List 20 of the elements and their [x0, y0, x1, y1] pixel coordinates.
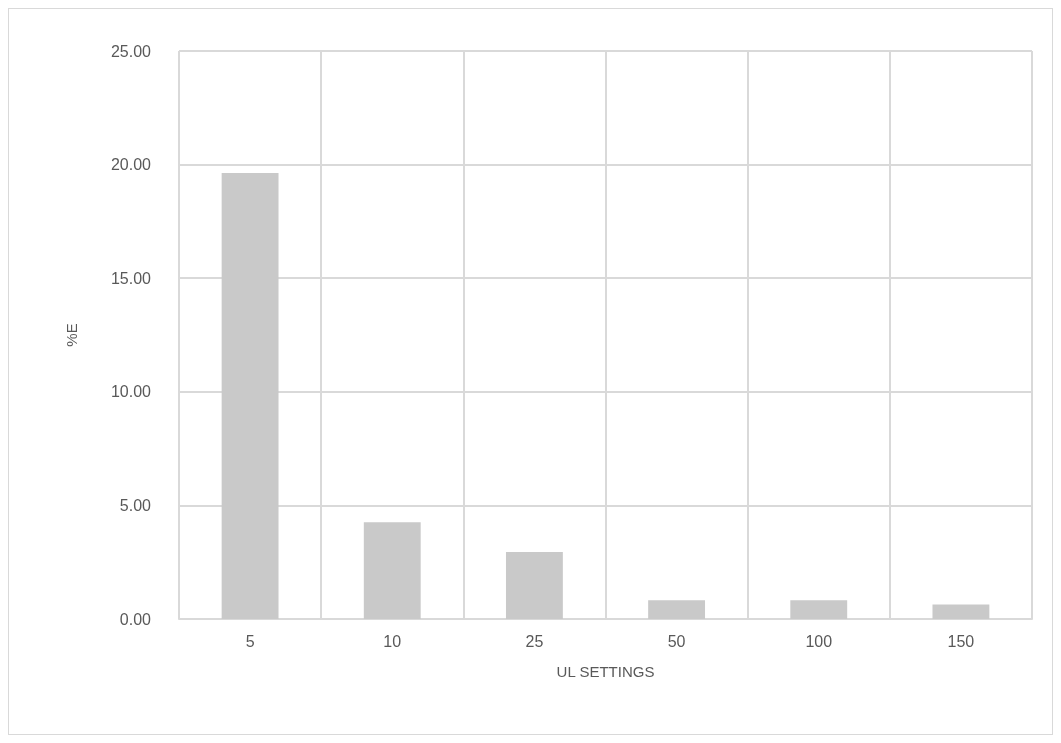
x-axis-title: UL SETTINGS: [556, 663, 655, 680]
y-tick-label: 15.00: [110, 269, 152, 287]
y-tick-label: 0.00: [119, 610, 152, 628]
x-tick-label: 150: [947, 632, 975, 650]
x-tick-label: 25: [525, 632, 544, 650]
x-tick-label: 5: [245, 632, 255, 650]
bar: [790, 600, 848, 619]
bar: [221, 173, 279, 619]
bar: [648, 600, 706, 619]
bar: [505, 551, 563, 619]
y-tick-label: 10.00: [110, 383, 152, 401]
bar: [363, 522, 421, 619]
x-tick-label: 100: [805, 632, 833, 650]
y-tick-label: 5.00: [119, 496, 152, 514]
y-tick-label: 25.00: [110, 42, 152, 60]
x-tick-label: 10: [383, 632, 402, 650]
bar: [932, 604, 990, 619]
x-tick-label: 50: [667, 632, 686, 650]
y-axis-title: %E: [63, 323, 80, 347]
y-tick-label: 20.00: [110, 156, 152, 174]
